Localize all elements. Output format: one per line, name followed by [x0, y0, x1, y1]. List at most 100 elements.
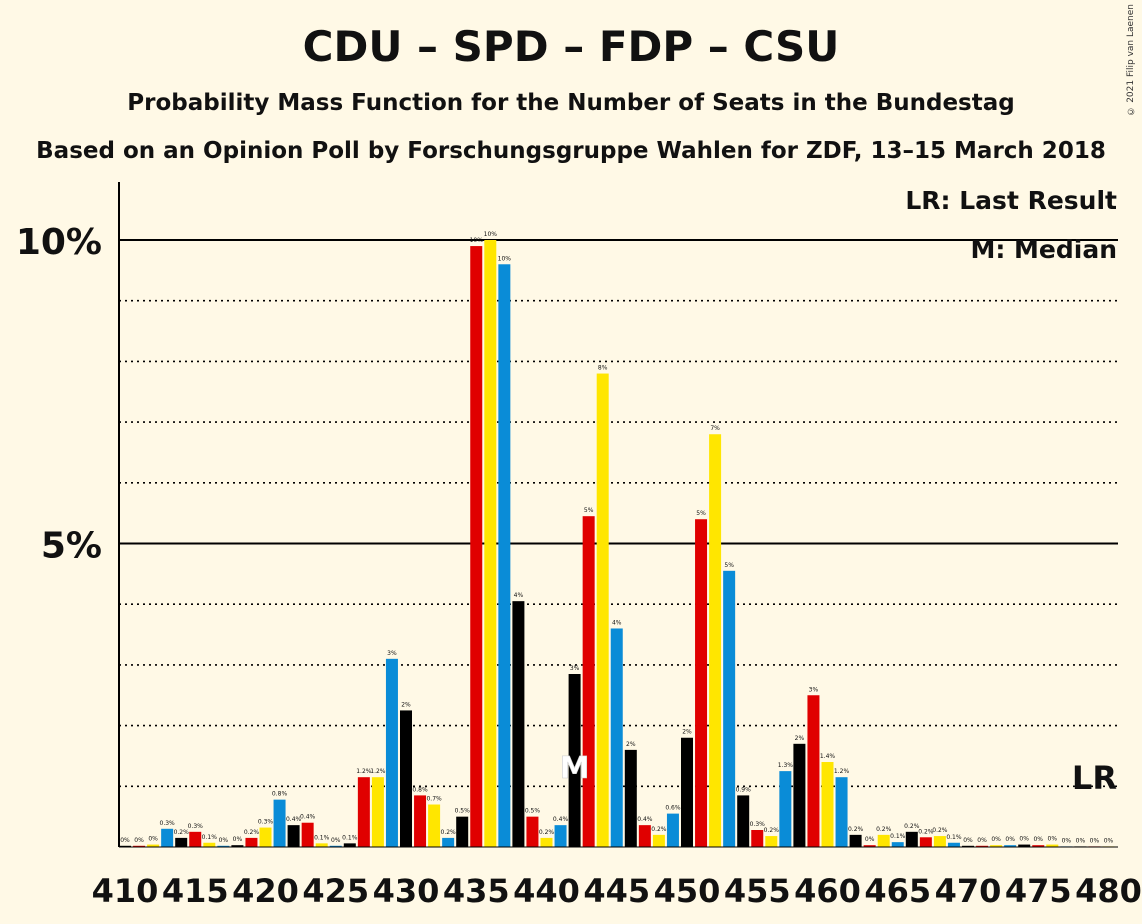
bar [217, 845, 230, 847]
bar-value-label: 0% [331, 837, 341, 844]
bar [1018, 844, 1031, 847]
bar [624, 749, 637, 847]
bar [484, 240, 497, 847]
bar-value-label: 0% [134, 837, 144, 844]
x-tick-label: 445 [583, 872, 650, 910]
bar-value-label: 0% [1062, 837, 1072, 844]
bar-value-label: 0.2% [932, 827, 948, 834]
x-tick-label: 440 [513, 872, 580, 910]
x-tick-label: 435 [443, 872, 510, 910]
bar-value-label: 0% [148, 836, 158, 843]
bar-value-label: 0.5% [455, 808, 471, 815]
bar [470, 246, 483, 847]
bar [919, 837, 932, 847]
bar-value-label: 3% [387, 650, 397, 657]
bar-value-label: 0.8% [412, 786, 428, 793]
bar [540, 837, 553, 847]
bar-value-label: 4% [514, 592, 524, 599]
bar-value-label: 0.2% [848, 826, 864, 833]
bar [610, 628, 623, 847]
bar [596, 373, 609, 847]
x-tick-label: 470 [935, 872, 1002, 910]
bar [652, 834, 665, 847]
bar [568, 674, 581, 847]
bar-value-label: 10% [498, 255, 512, 262]
x-tick-label: 475 [1005, 872, 1072, 910]
bar-value-label: 2% [626, 741, 636, 748]
bar [315, 843, 328, 847]
bar-value-label: 1.2% [834, 768, 850, 775]
bar [147, 844, 160, 847]
bar-value-label: 0.7% [426, 796, 442, 803]
bar-value-label: 0.3% [258, 819, 274, 826]
bar [947, 842, 960, 847]
bar [751, 830, 764, 847]
bar [133, 845, 146, 847]
bar-value-label: 0.1% [890, 833, 906, 840]
bar-value-label: 0% [865, 836, 875, 843]
bar [428, 804, 441, 847]
bar-value-label: 1.4% [820, 753, 836, 760]
bar-value-label: 2% [682, 729, 692, 736]
bar-value-label: 2% [795, 735, 805, 742]
y-tick-label: 5% [41, 526, 102, 567]
bar [371, 777, 384, 847]
bar [905, 831, 918, 847]
bar [259, 827, 272, 847]
bar [835, 777, 848, 847]
bar [638, 825, 651, 847]
bar [1032, 845, 1045, 847]
bar-value-label: 5% [696, 510, 706, 517]
median-marker: M [560, 751, 590, 786]
bar-value-label: 0% [1076, 837, 1086, 844]
bar-value-label: 0% [120, 837, 130, 844]
axes [118, 182, 1118, 848]
bar-value-label: 0.8% [272, 791, 288, 798]
bar-value-label: 0.3% [188, 823, 204, 830]
bar [681, 737, 693, 847]
bar-labels: 0% 0% 0%0.3%0.2%0.3%0.1% 0% 0%0.2%0.3%0.8%0.… [120, 231, 1113, 844]
x-tick-label: 430 [373, 872, 440, 910]
bar [709, 434, 722, 847]
x-tick-label: 460 [794, 872, 861, 910]
bar [1004, 845, 1017, 847]
chart-title: CDU – SPD – FDP – CSU [302, 22, 840, 71]
chart-subtitle: Probability Mass Function for the Number… [127, 90, 1015, 116]
bar-value-label: 0.1% [314, 834, 330, 841]
bar [849, 834, 862, 847]
x-tick-label: 425 [302, 872, 369, 910]
x-tick-label: 455 [724, 872, 791, 910]
bar [273, 799, 286, 847]
x-tick-label: 415 [162, 872, 229, 910]
bar-value-label: 0.5% [525, 808, 541, 815]
bar [723, 570, 736, 847]
bar-value-label: 0.4% [286, 816, 302, 823]
bar-value-label: 0.2% [918, 828, 934, 835]
bar-value-label: 0% [1104, 837, 1114, 844]
bar-value-label: 0.4% [553, 816, 569, 823]
bar [456, 816, 469, 847]
bar-value-label: 7% [710, 425, 720, 432]
bar [877, 834, 890, 847]
bar [442, 837, 455, 847]
bar [512, 601, 525, 847]
bar-value-label: 0.1% [202, 834, 218, 841]
bar [245, 837, 258, 847]
x-tick-label: 480 [1075, 872, 1142, 910]
bar-value-label: 0.6% [665, 805, 681, 812]
bar [329, 845, 342, 847]
bar [1046, 844, 1059, 847]
bar [990, 845, 1003, 847]
bar-value-label: 5% [724, 562, 734, 569]
bar-value-label: 0.2% [876, 826, 892, 833]
bar [737, 795, 750, 847]
bar-value-label: 0.2% [244, 829, 260, 836]
bar-value-label: 0.1% [946, 834, 962, 841]
last-result-marker: LR [1072, 759, 1117, 797]
bar-value-label: 0.2% [539, 829, 555, 836]
bar [357, 777, 370, 847]
bar-value-label: 8% [598, 365, 608, 372]
bar-value-label: 0.1% [342, 834, 358, 841]
bar [821, 762, 834, 847]
bars [119, 240, 1115, 847]
